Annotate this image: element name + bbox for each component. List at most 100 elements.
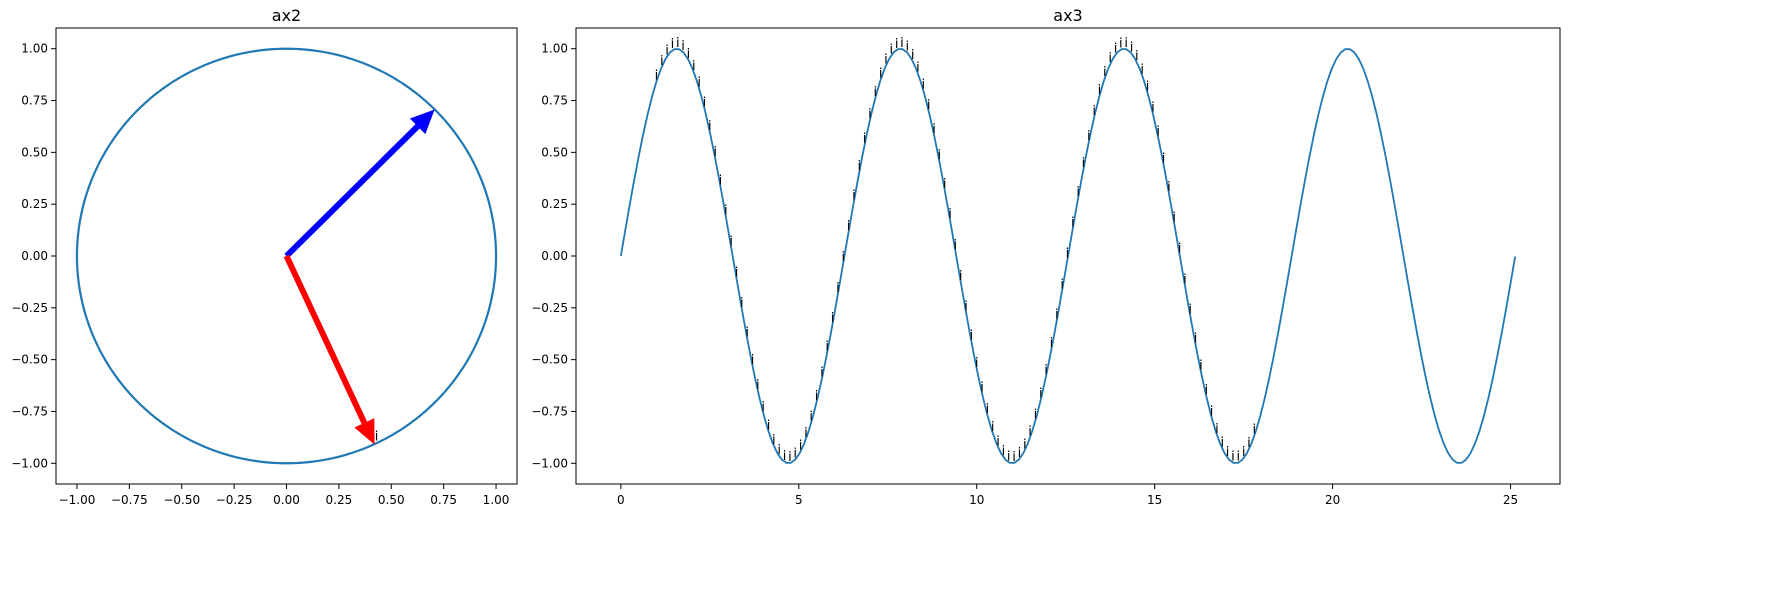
y-tick-label: −1.00: [531, 456, 568, 470]
blue-arrow-head: [409, 109, 435, 135]
y-tick-label: 0.00: [21, 249, 48, 263]
y-tick-label: 1.00: [21, 42, 48, 56]
data-marker: i: [927, 98, 931, 113]
y-tick-label: −0.25: [11, 301, 48, 315]
data-marker: i: [980, 380, 984, 395]
data-marker: i: [1098, 83, 1102, 98]
data-marker: i: [1002, 444, 1006, 459]
data-marker: i: [954, 238, 958, 253]
red-arrow-head: [354, 418, 375, 445]
x-tick-label: 1.00: [483, 493, 510, 507]
chart-title: ax3: [1053, 6, 1082, 25]
data-marker: i: [1146, 80, 1150, 95]
x-tick-label: −0.50: [163, 493, 200, 507]
x-tick-label: 0.75: [430, 493, 457, 507]
data-marker: i: [836, 281, 840, 296]
data-marker: i: [740, 296, 744, 311]
data-marker: i: [692, 59, 696, 74]
data-marker: i: [761, 400, 765, 415]
data-marker: i: [948, 207, 952, 222]
plot-area: [619, 48, 1517, 464]
y-tick-label: 0.25: [21, 197, 48, 211]
data-marker: i: [1135, 49, 1139, 64]
data-marker: i: [1226, 445, 1230, 460]
data-marker: i: [735, 265, 739, 280]
data-marker: i: [1060, 277, 1064, 292]
data-marker: i: [1172, 210, 1176, 225]
data-marker: i: [772, 433, 776, 448]
chart-ax3: ax3 i i i i i i i i i i i i i i i i i i i i i i i i i i i i i i i i i i i i i…: [531, 6, 1561, 507]
data-marker: i: [793, 447, 797, 462]
data-marker: i: [852, 188, 856, 203]
data-marker: i: [713, 145, 717, 160]
data-marker: i: [879, 67, 883, 82]
data-marker: i: [895, 37, 899, 52]
data-marker: i: [1066, 246, 1070, 261]
x-tick-label: 20: [1325, 493, 1340, 507]
data-marker: i: [1188, 303, 1192, 318]
data-marker: i: [788, 450, 792, 465]
data-marker: i: [868, 107, 872, 122]
data-marker: i: [777, 443, 781, 458]
data-marker: i: [1231, 450, 1235, 465]
data-marker: i: [1034, 407, 1038, 422]
data-marker: i: [916, 61, 920, 76]
y-tick-label: 0.75: [541, 94, 568, 108]
data-marker: i: [841, 250, 845, 265]
x-tick-label: 5: [795, 493, 803, 507]
data-marker: i: [831, 311, 835, 326]
data-marker: i: [1092, 104, 1096, 119]
data-marker: i: [1076, 185, 1080, 200]
data-marker: i: [1252, 423, 1256, 438]
x-tick-label: 0: [617, 493, 625, 507]
data-marker: i: [1007, 449, 1011, 464]
y-tick-label: −1.00: [11, 456, 48, 470]
data-marker: i: [1194, 332, 1198, 347]
data-marker: i: [857, 159, 861, 174]
data-marker: i: [671, 37, 675, 52]
data-marker: i: [1039, 387, 1043, 402]
data-marker: i: [1242, 445, 1246, 460]
data-marker: i: [1071, 215, 1075, 230]
y-tick-label: −0.75: [11, 404, 48, 418]
data-marker: i: [1247, 436, 1251, 451]
data-marker: i: [660, 54, 664, 69]
data-marker: i: [681, 39, 685, 54]
data-marker: i: [1140, 62, 1144, 77]
x-tick-label: 0.25: [326, 493, 353, 507]
y-tick-label: 1.00: [541, 42, 568, 56]
data-marker: i: [820, 366, 824, 381]
data-marker: i: [1215, 422, 1219, 437]
data-marker: i: [708, 119, 712, 134]
data-marker: i: [1103, 65, 1107, 80]
data-marker: i: [1044, 363, 1048, 378]
data-marker: i: [1210, 404, 1214, 419]
y-tick-label: −0.50: [11, 353, 48, 367]
data-marker: i: [1055, 307, 1059, 322]
data-marker: i: [1018, 446, 1022, 461]
data-marker: i: [687, 47, 691, 62]
data-marker: i: [1124, 36, 1128, 51]
x-tick-label: 25: [1503, 493, 1518, 507]
data-marker: i: [1183, 272, 1187, 287]
data-marker: i: [665, 43, 669, 58]
data-marker: i: [991, 420, 995, 435]
data-marker: i: [724, 204, 728, 219]
data-marker: i: [889, 42, 893, 57]
data-marker: i: [1151, 101, 1155, 116]
y-tick-label: −0.50: [531, 353, 568, 367]
data-marker: i: [1012, 450, 1016, 465]
data-marker: i: [1082, 156, 1086, 171]
data-marker: i: [1178, 241, 1182, 256]
data-marker: i: [847, 219, 851, 234]
data-marker: i: [938, 148, 942, 163]
data-marker: i: [911, 48, 915, 63]
data-marker: i: [697, 75, 701, 90]
data-marker: i: [799, 439, 803, 454]
x-tick-label: 15: [1147, 493, 1162, 507]
chart-title: ax2: [272, 6, 301, 25]
data-marker: i: [751, 353, 755, 368]
data-marker: i: [767, 418, 771, 433]
x-tick-label: −0.25: [216, 493, 253, 507]
